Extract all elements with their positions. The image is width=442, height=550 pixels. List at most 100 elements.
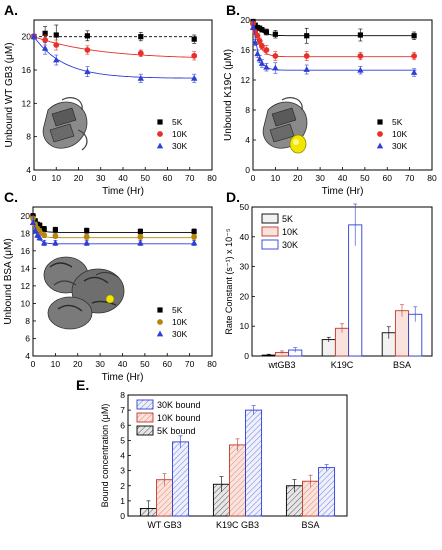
x-tick-label: 60 xyxy=(163,359,173,369)
data-point-10K xyxy=(137,233,144,240)
x-tick-label: K19C GB3 xyxy=(216,520,259,530)
data-point-10K xyxy=(41,232,48,238)
data-point-5K xyxy=(32,218,38,224)
legend-label: 30K bound xyxy=(157,400,201,410)
legend-marker-10K xyxy=(377,131,383,137)
y-tick-label: 18 xyxy=(21,228,31,238)
legend-label: 5K xyxy=(282,214,293,224)
y-tick-label: 30 xyxy=(240,262,250,272)
x-tick-label: 0 xyxy=(251,173,256,183)
y-tick-label: 20 xyxy=(21,211,31,221)
data-point-5K xyxy=(84,228,90,234)
data-point-5K xyxy=(272,31,278,37)
fit-line-5K xyxy=(252,19,417,37)
legend-marker-30K xyxy=(156,142,164,149)
y-tick-label: 14 xyxy=(21,263,31,273)
data-point-30K xyxy=(36,234,43,241)
data-point-30K xyxy=(84,68,91,75)
x-tick-label: 30 xyxy=(96,173,106,183)
data-point-30K xyxy=(410,69,418,75)
legend-label: 10K xyxy=(282,227,298,237)
protein-structure-gb3-illustration xyxy=(42,97,88,151)
fit-line-10K xyxy=(33,36,197,58)
legend-label: 5K xyxy=(172,117,183,127)
x-tick-label: K19C xyxy=(331,360,354,370)
legend-marker-5K xyxy=(157,119,163,125)
data-point-30K xyxy=(41,44,49,51)
panel-label-b: B. xyxy=(226,2,240,18)
fit-line-30K xyxy=(252,19,417,71)
x-tick-label: 40 xyxy=(118,173,128,183)
data-point-30K xyxy=(190,239,198,246)
legend-label: 30K xyxy=(172,329,187,339)
data-point-30K xyxy=(303,66,310,72)
data-point-30K xyxy=(83,239,90,246)
x-tick-label: 70 xyxy=(185,173,195,183)
y-tick-label: 2 xyxy=(120,481,125,491)
legend-marker-10K xyxy=(157,131,163,137)
chart-panel-e: 0 1 2 3 4 5 6 7 8 Bound concentration (μM) WT GB3 K… xyxy=(100,390,348,530)
bar-10K xyxy=(394,310,410,357)
data-point-10K xyxy=(263,47,270,53)
y-tick-label: 8 xyxy=(245,105,250,115)
legend-label: 30K xyxy=(172,141,187,151)
data-point-30K xyxy=(254,50,261,57)
legend-swatch-30K xyxy=(261,239,279,250)
fit-line-30K xyxy=(32,215,197,245)
legend-swatch-5K xyxy=(261,213,279,224)
x-tick-label: 80 xyxy=(207,173,217,183)
fit-line-10K xyxy=(32,215,197,239)
bar-30K-bound xyxy=(318,467,336,517)
data-point-5K xyxy=(37,222,43,229)
fit-line-5K xyxy=(32,215,197,233)
data-point-10K xyxy=(83,233,90,240)
y-tick-label: 0 xyxy=(244,351,249,361)
data-point-10K xyxy=(303,53,310,59)
y-tick-label: 6 xyxy=(120,420,125,430)
y-tick-label: 4 xyxy=(120,451,125,461)
chart-panel-c: 0 10 20 30 40 50 60 70 80 4 6 8 10 12 14 16 18 20 Time (Hr… xyxy=(3,206,217,383)
legend-label: 10K xyxy=(392,129,407,139)
legend-marker-30K xyxy=(376,142,384,149)
data-point-5K xyxy=(263,29,270,35)
x-tick-label: BSA xyxy=(393,360,411,370)
x-axis-label: Time (Hr) xyxy=(322,186,364,197)
y-tick-label: 16 xyxy=(21,246,31,256)
data-point-5K xyxy=(84,33,90,39)
legend-label: 5K xyxy=(172,305,183,315)
legend-label: 5K xyxy=(392,117,403,127)
data-point-30K xyxy=(252,39,259,45)
x-tick-label: 40 xyxy=(118,359,128,369)
data-point-30K xyxy=(263,63,270,70)
y-axis-label: Unbound WT GB3 (μM) xyxy=(4,42,15,147)
x-tick-label: 50 xyxy=(360,173,370,183)
data-point-30K xyxy=(30,33,38,40)
x-tick-label: 50 xyxy=(141,173,151,183)
data-point-5K xyxy=(191,36,197,42)
x-axis-label: Time (Hr) xyxy=(102,186,144,197)
x-tick-label: BSA xyxy=(301,520,319,530)
data-point-5K xyxy=(411,33,417,39)
y-tick-label: 4 xyxy=(245,135,250,145)
y-tick-label: 16 xyxy=(241,45,251,55)
y-axis-label: Rate Constant (s⁻¹) x 10⁻⁵ xyxy=(224,228,234,335)
data-point-10K xyxy=(259,43,265,50)
y-tick-label: 16 xyxy=(22,65,32,75)
x-tick-label: 10 xyxy=(52,173,62,183)
x-tick-label: 10 xyxy=(271,173,281,183)
data-point-10K xyxy=(357,53,364,59)
data-point-10K xyxy=(191,233,198,240)
y-tick-label: 20 xyxy=(241,15,251,25)
legend-swatch-5K-bound xyxy=(136,425,154,436)
y-axis-label: Unbound K19C (μM) xyxy=(223,49,234,141)
y-axis-label: Bound concentration (μM) xyxy=(100,404,110,508)
data-point-30K xyxy=(249,24,257,30)
chart-panel-b: 0 10 20 30 40 50 60 70 80 0 4 8 12 16 20 Time (Hr) Unbou… xyxy=(223,15,437,197)
y-tick-label: 12 xyxy=(241,75,251,85)
chart-panel-a: 0 10 20 30 40 50 60 70 80 4 8 12 16 20 Time (Hr) Unboun… xyxy=(4,19,217,197)
data-point-30K xyxy=(32,227,39,234)
y-tick-label: 10 xyxy=(240,321,250,331)
data-point-5K xyxy=(53,32,59,38)
y-tick-label: 12 xyxy=(21,281,31,291)
y-tick-label: 8 xyxy=(120,390,125,400)
